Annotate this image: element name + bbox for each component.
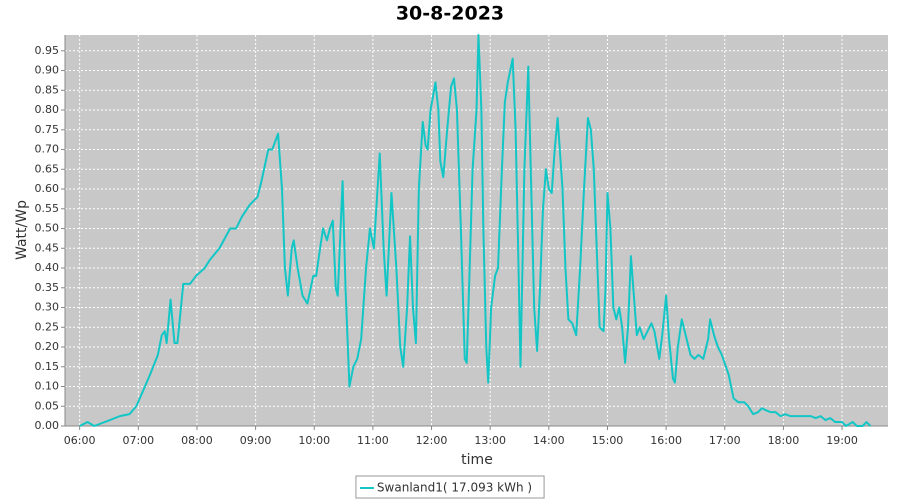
y-tick-label: 0.30 [35, 301, 60, 314]
x-tick-label: 13:00 [474, 434, 506, 447]
x-tick-label: 10:00 [298, 434, 330, 447]
legend-box [355, 475, 545, 499]
y-tick-label: 0.00 [35, 419, 60, 432]
y-tick-label: 0.35 [35, 281, 60, 294]
y-tick-label: 0.10 [35, 380, 60, 393]
x-tick-label: 09:00 [240, 434, 272, 447]
y-tick-label: 0.70 [35, 143, 60, 156]
y-tick-label: 0.75 [35, 123, 60, 136]
y-tick-label: 0.50 [35, 222, 60, 235]
y-tick-label: 0.80 [35, 103, 60, 116]
y-tick-label: 0.90 [35, 64, 60, 77]
y-tick-label: 0.05 [35, 399, 60, 412]
y-tick-label: 0.95 [35, 44, 60, 57]
y-tick-label: 0.45 [35, 241, 60, 254]
y-tick-label: 0.40 [35, 261, 60, 274]
y-tick-label: 0.60 [35, 182, 60, 195]
data-line [79, 34, 872, 427]
y-tick-label: 0.25 [35, 320, 60, 333]
y-tick-label: 0.65 [35, 162, 60, 175]
x-tick-label: 07:00 [122, 434, 154, 447]
x-tick-label: 11:00 [357, 434, 389, 447]
x-tick-label: 12:00 [416, 434, 448, 447]
legend-label: Swanland1( 17.093 kWh ) [377, 481, 532, 495]
x-tick-label: 17:00 [709, 434, 741, 447]
legend: Swanland1( 17.093 kWh ) [355, 475, 545, 499]
y-tick-label: 0.85 [35, 83, 60, 96]
x-tick-label: 19:00 [826, 434, 858, 447]
x-tick-label: 06:00 [64, 434, 96, 447]
x-tick-label: 18:00 [768, 434, 800, 447]
x-tick-label: 08:00 [181, 434, 213, 447]
x-axis-label: time [461, 452, 493, 468]
y-tick-label: 0.15 [35, 360, 60, 373]
x-tick-label: 15:00 [592, 434, 624, 447]
chart-title: 30-8-2023 [396, 3, 504, 25]
y-axis-label: Watt/Wp [14, 200, 30, 260]
x-tick-label: 14:00 [533, 434, 565, 447]
y-tick-label: 0.20 [35, 340, 60, 353]
y-tick-label: 0.55 [35, 202, 60, 215]
x-tick-label: 16:00 [650, 434, 682, 447]
